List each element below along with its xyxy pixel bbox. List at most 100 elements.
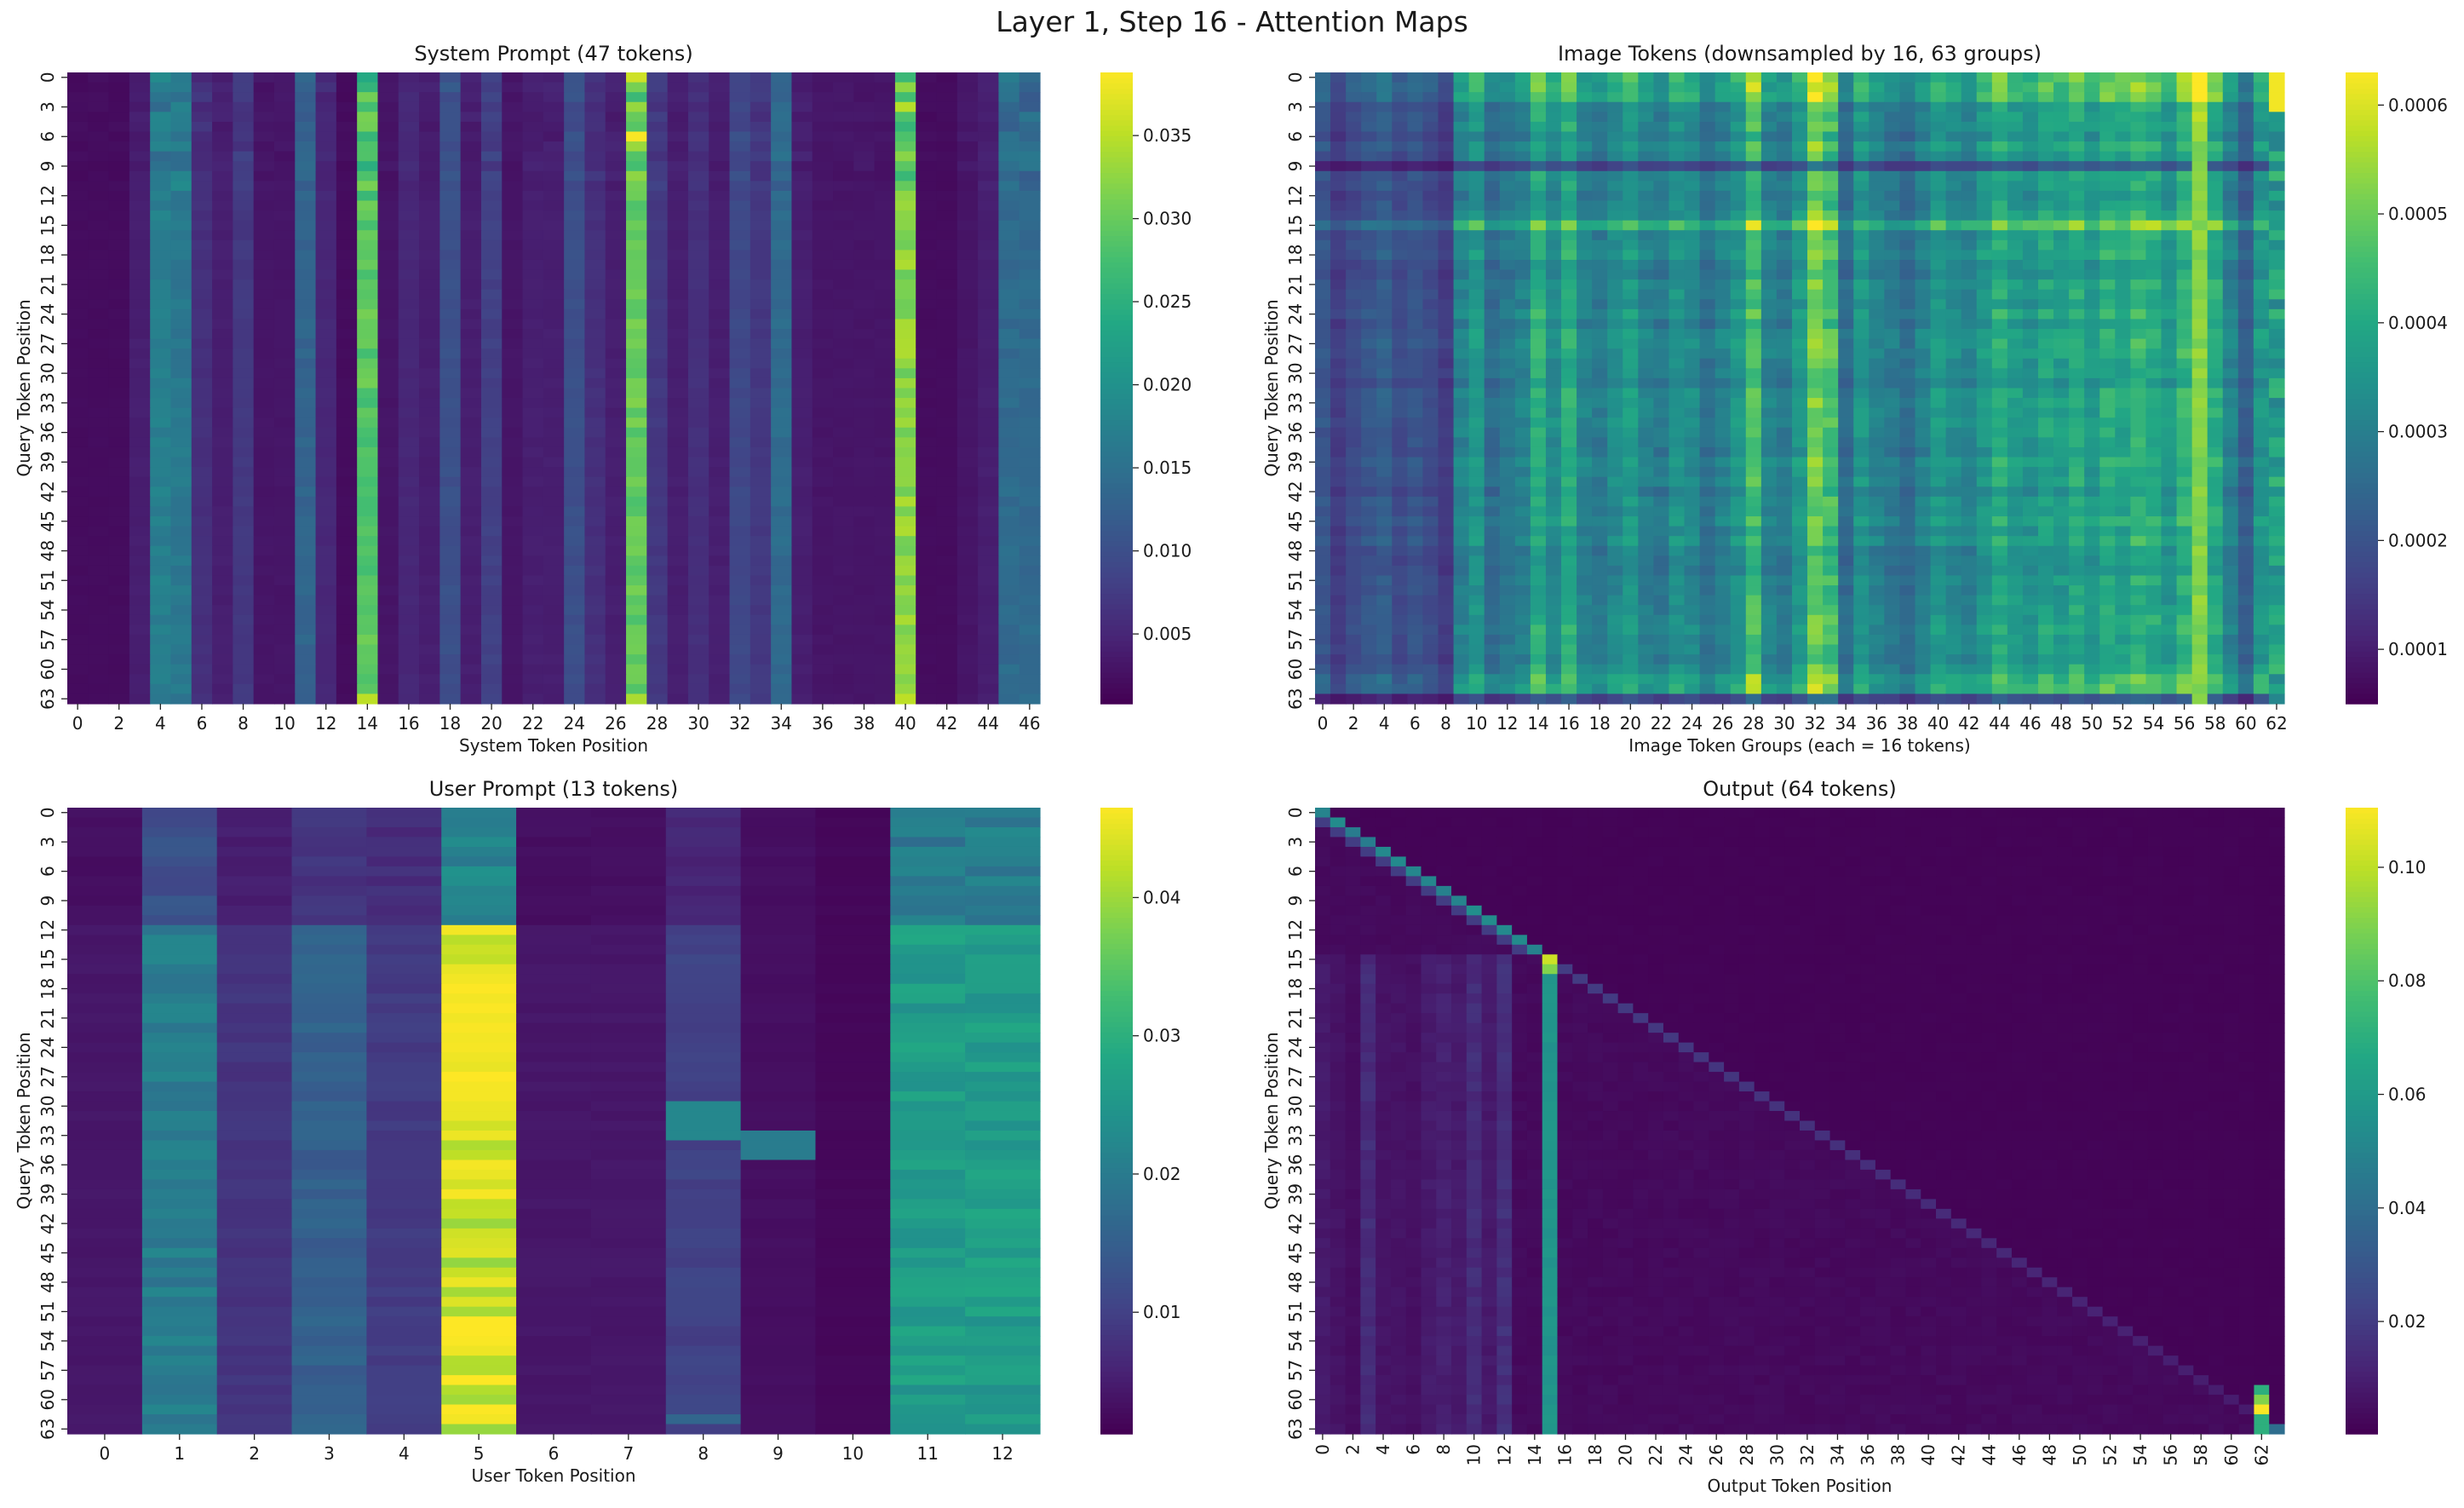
heatmap-cell: [88, 605, 110, 616]
heatmap-cell: [2069, 230, 2085, 241]
heatmap-cell: [295, 279, 317, 291]
heatmap-cell: [936, 239, 958, 251]
heatmap-cell: [894, 398, 916, 409]
heatmap-cell: [584, 486, 606, 498]
heatmap-cell: [874, 585, 896, 596]
heatmap-cell: [750, 565, 772, 577]
heatmap-cell: [626, 82, 647, 93]
heatmap-cell: [191, 319, 213, 330]
heatmap-cell: [1514, 338, 1531, 349]
heatmap-cell: [1514, 308, 1531, 320]
heatmap-cell: [833, 82, 854, 93]
heatmap-cell: [998, 82, 1020, 93]
heatmap-cell: [750, 121, 772, 133]
heatmap-cell: [2222, 308, 2239, 320]
heatmap-cell: [1776, 308, 1793, 320]
heatmap-cell: [791, 82, 813, 93]
heatmap-cell: [2145, 338, 2162, 349]
heatmap-cell: [1760, 112, 1778, 123]
heatmap-cell: [1422, 121, 1439, 133]
heatmap-cell: [1976, 319, 1993, 330]
heatmap-cell: [439, 319, 462, 330]
heatmap-cell: [67, 654, 89, 665]
heatmap-cell: [1361, 289, 1377, 300]
x-tick-label: 12: [315, 713, 336, 734]
heatmap-cell: [315, 279, 337, 291]
heatmap-cell: [295, 446, 317, 458]
heatmap-cell: [626, 239, 647, 251]
heatmap-cell: [315, 250, 337, 261]
heatmap-cell: [480, 417, 503, 429]
heatmap-cell: [1807, 220, 1824, 231]
heatmap-cell: [273, 279, 296, 291]
heatmap-cell: [978, 269, 1000, 280]
heatmap-cell: [2007, 92, 2024, 103]
heatmap-cell: [1899, 181, 1916, 192]
heatmap-cell: [1392, 190, 1408, 202]
heatmap-cell: [1684, 279, 1701, 291]
heatmap-cell: [1545, 259, 1562, 271]
heatmap-cell: [1745, 338, 1762, 349]
heatmap-cell: [2161, 329, 2178, 340]
heatmap-cell: [315, 72, 337, 83]
heatmap-cell: [1407, 319, 1424, 330]
heatmap-cell: [771, 308, 793, 320]
colorbar-segment: [1100, 377, 1133, 384]
heatmap-cell: [129, 634, 151, 646]
heatmap-cell: [2191, 181, 2208, 192]
heatmap-cell: [1760, 319, 1778, 330]
heatmap-cell: [108, 319, 130, 330]
heatmap-cell: [129, 486, 151, 498]
heatmap-cell: [1776, 210, 1793, 222]
heatmap-cell: [1776, 151, 1793, 162]
heatmap-cell: [67, 181, 89, 192]
heatmap-cell: [502, 230, 524, 241]
heatmap-cell: [1730, 82, 1747, 93]
heatmap-cell: [1530, 308, 1547, 320]
heatmap-cell: [1592, 112, 1608, 123]
heatmap-cell: [709, 398, 731, 409]
x-tick-label: 44: [978, 713, 999, 734]
heatmap-cell: [2253, 239, 2270, 251]
heatmap-cell: [502, 674, 524, 685]
heatmap-cell: [564, 289, 586, 300]
heatmap-cell: [295, 239, 317, 251]
heatmap-cell: [419, 210, 440, 222]
heatmap-cell: [295, 398, 317, 409]
heatmap-cell: [646, 289, 669, 300]
heatmap-cell: [253, 545, 275, 556]
heatmap-cell: [336, 437, 358, 448]
heatmap-cell: [2176, 161, 2193, 172]
heatmap-cell: [687, 536, 709, 547]
heatmap-cell: [108, 605, 130, 616]
heatmap-cell: [439, 417, 462, 429]
heatmap-cell: [956, 210, 979, 222]
heatmap-cell: [1577, 161, 1593, 172]
heatmap-cell: [315, 624, 337, 636]
heatmap-cell: [646, 446, 669, 458]
heatmap-cell: [2207, 121, 2224, 133]
heatmap-cell: [150, 486, 172, 498]
heatmap-cell: [398, 112, 420, 123]
heatmap-cell: [1915, 101, 1932, 112]
heatmap-cell: [916, 151, 938, 162]
heatmap-cell: [336, 181, 358, 192]
heatmap-cell: [2022, 239, 2039, 251]
heatmap-cell: [812, 585, 834, 596]
heatmap-cell: [1407, 170, 1424, 181]
heatmap-cell: [1961, 131, 1978, 142]
heatmap-cell: [853, 308, 876, 320]
heatmap-cell: [1714, 131, 1732, 142]
heatmap-cell: [212, 161, 233, 172]
heatmap-cell: [398, 417, 420, 429]
heatmap-cell: [1869, 161, 1885, 172]
heatmap-cell: [771, 565, 793, 577]
heatmap-cell: [357, 417, 379, 429]
heatmap-cell: [853, 476, 876, 487]
heatmap-cell: [191, 614, 213, 625]
heatmap-cell: [67, 377, 89, 389]
heatmap-cell: [646, 545, 669, 556]
colorbar-segment: [1100, 172, 1133, 179]
heatmap-cell: [273, 467, 296, 478]
